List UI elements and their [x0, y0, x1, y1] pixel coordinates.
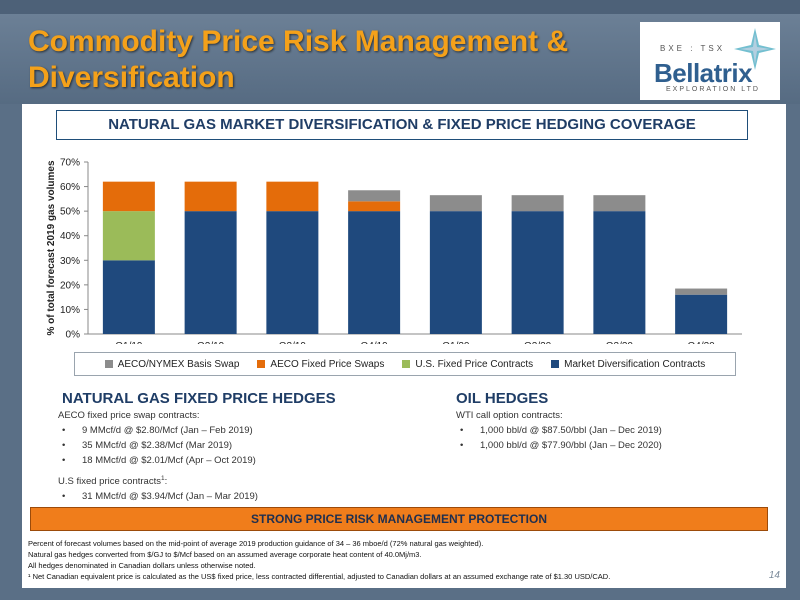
- header-bar: Commodity Price Risk Management & Divers…: [0, 0, 800, 104]
- oil-hedges-body: WTI call option contracts: 1,000 bbl/d @…: [456, 408, 776, 453]
- bar-segment: [102, 260, 155, 334]
- legend-swatch: [104, 360, 113, 368]
- page-number: 14: [768, 570, 780, 581]
- footnote: All hedges denominated in Canadian dolla…: [28, 561, 256, 570]
- chart-legend: AECO/NYMEX Basis Swap AECO Fixed Price Sw…: [74, 352, 736, 376]
- wti-label: WTI call option contracts:: [456, 410, 563, 421]
- y-tick-label: 40%: [60, 231, 80, 242]
- bar-segment: [184, 181, 237, 212]
- us-label: U.S fixed price contracts1:: [58, 471, 418, 489]
- oil-hedges-title: OIL HEDGES: [456, 390, 549, 407]
- bar-segment: [593, 195, 646, 212]
- protection-banner: STRONG PRICE RISK MANAGEMENT PROTECTION: [30, 507, 768, 531]
- bar-segment: [348, 190, 401, 202]
- legend-label: Market Diversification Contracts: [564, 358, 706, 370]
- legend-item: Market Diversification Contracts: [551, 359, 705, 370]
- list-item: 31 MMcf/d @ $3.94/Mcf (Jan – Mar 2019): [58, 489, 418, 504]
- us-label-colon: :: [164, 476, 168, 488]
- y-tick-label: 60%: [60, 182, 80, 193]
- bar-segment: [266, 211, 319, 334]
- x-tick-label: Q2/20: [524, 341, 552, 344]
- stacked-bar-chart: 0% 10% 20% 30% 40% 50% 60% 70%% of total foreca…: [46, 158, 742, 344]
- y-tick-label: 70%: [60, 158, 80, 169]
- bar-segment: [184, 211, 237, 334]
- x-tick-label: Q3/20: [606, 341, 634, 344]
- list-item: 1,000 bbl/d @ $77.90/bbl (Jan – Dec 2020…: [456, 438, 776, 453]
- aeco-label: AECO fixed price swap contracts:: [58, 410, 200, 421]
- legend-item: U.S. Fixed Price Contracts: [402, 359, 533, 370]
- us-label-footnote-mark: 1: [160, 475, 165, 482]
- content-panel: NATURAL GAS MARKET DIVERSIFICATION & FIX…: [22, 104, 786, 588]
- legend-item: AECO Fixed Price Swaps: [257, 359, 384, 370]
- legend-label: AECO/NYMEX Basis Swap: [117, 358, 240, 370]
- legend-swatch: [257, 360, 266, 368]
- bar-segment: [675, 288, 728, 295]
- bar-segment: [511, 211, 564, 334]
- x-tick-label: Q1/19: [115, 341, 143, 344]
- y-tick-label: 30%: [60, 256, 80, 267]
- logo-tagline: EXPLORATION LTD: [666, 86, 760, 93]
- logo-name: Bellatrix: [654, 58, 753, 88]
- list-item: 18 MMcf/d @ $2.01/Mcf (Apr – Oct 2019): [58, 453, 418, 468]
- x-tick-label: Q4/20: [688, 341, 716, 344]
- header-top-band: [0, 0, 800, 14]
- gas-hedges-title: NATURAL GAS FIXED PRICE HEDGES: [62, 390, 336, 407]
- y-tick-label: 50%: [60, 207, 80, 218]
- title-line-1: Commodity Price Risk Management &: [28, 25, 569, 58]
- footnote: ¹ Net Canadian equivalent price is calcu…: [28, 572, 611, 581]
- footnote: Percent of forecast volumes based on the…: [28, 539, 484, 548]
- company-logo: BXE : TSX Bellatrix EXPLORATION LTD: [640, 22, 780, 100]
- list-item: 1,000 bbl/d @ $87.50/bbl (Jan – Dec 2019…: [456, 423, 776, 438]
- gas-hedges-body: AECO fixed price swap contracts: 9 MMcf/…: [58, 408, 418, 504]
- legend-label: AECO Fixed Price Swaps: [270, 358, 385, 370]
- bar-segment: [429, 211, 482, 334]
- bar-segment: [675, 294, 728, 334]
- bar-segment: [348, 201, 401, 212]
- footnote: Natural gas hedges converted from $/GJ t…: [28, 550, 422, 559]
- list-item: 35 MMcf/d @ $2.38/Mcf (Mar 2019): [58, 438, 418, 453]
- y-tick-label: 20%: [60, 280, 80, 291]
- legend-swatch: [402, 360, 411, 368]
- y-axis-label: % of total forecast 2019 gas volumes: [46, 160, 57, 336]
- title-line-2: Diversification: [28, 61, 235, 94]
- legend-swatch: [551, 360, 560, 368]
- us-label-text: U.S fixed price contracts: [58, 476, 161, 488]
- bar-segment: [429, 195, 482, 212]
- x-tick-label: Q1/20: [442, 341, 470, 344]
- bar-segment: [102, 181, 155, 212]
- legend-item: AECO/NYMEX Basis Swap: [104, 358, 240, 370]
- footnotes: Percent of forecast volumes based on the…: [28, 538, 768, 582]
- bar-segment: [102, 211, 155, 261]
- bar-segment: [266, 181, 319, 212]
- y-tick-label: 0%: [66, 330, 81, 341]
- bar-segment: [511, 195, 564, 212]
- page-title: Commodity Price Risk Management & Divers…: [28, 24, 628, 96]
- star-logo-icon: [734, 28, 776, 70]
- y-tick-label: 10%: [60, 305, 80, 316]
- x-tick-label: Q2/19: [197, 341, 225, 344]
- legend-label: U.S. Fixed Price Contracts: [415, 358, 534, 370]
- x-tick-label: Q3/19: [279, 341, 307, 344]
- chart-title: NATURAL GAS MARKET DIVERSIFICATION & FIX…: [56, 110, 748, 140]
- bar-segment: [348, 211, 401, 334]
- list-item: 9 MMcf/d @ $2.80/Mcf (Jan – Feb 2019): [58, 423, 418, 438]
- logo-exchange: BXE : TSX: [660, 44, 726, 53]
- bar-segment: [593, 211, 646, 334]
- x-tick-label: Q4/19: [361, 341, 389, 344]
